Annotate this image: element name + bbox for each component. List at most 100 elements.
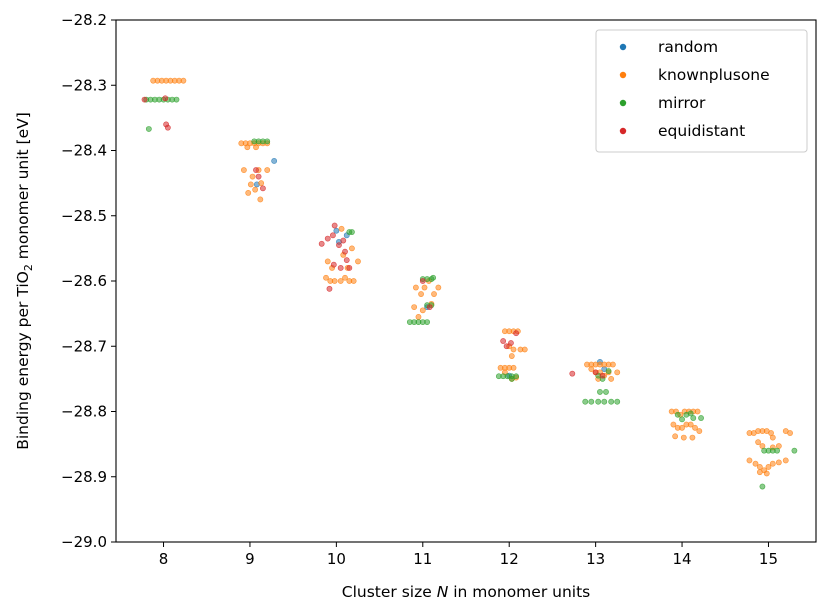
x-tick-label-11: 11 [413,550,432,568]
point-knownplusone-44 [431,291,437,297]
x-tick-label-9: 9 [245,550,255,568]
point-mirror-33 [588,398,595,405]
y-axis-label: Binding energy per TiO2 monomer unit [eV… [14,112,35,450]
point-equidistant-18 [326,285,333,292]
point-mirror-19 [424,319,431,326]
point-equidistant-11 [336,242,342,249]
point-equidistant-1 [162,95,169,102]
point-mirror-43 [674,411,681,418]
point-knownplusone-111 [746,457,753,464]
point-equidistant-3 [164,124,171,131]
point-equidistant-20 [426,304,433,310]
point-knownplusone-38 [349,245,355,252]
legend-marker-equidistant [619,127,627,135]
x-axis-label-part-3: in monomer units [448,583,590,601]
point-equidistant-15 [346,265,353,271]
point-knownplusone-117 [775,459,782,466]
point-knownplusone-23 [245,190,252,196]
point-knownplusone-80 [614,369,621,376]
point-knownplusone-46 [411,304,418,310]
x-axis-label-part-1: Cluster size [342,583,437,601]
point-equidistant-7 [318,240,325,247]
point-knownplusone-39 [338,225,345,232]
y-tick-label-6: −28.8 [61,403,107,421]
point-knownplusone-55 [510,346,517,353]
point-knownplusone-29 [337,278,344,284]
legend-label-knownplusone: knownplusone [658,66,770,84]
point-knownplusone-58 [508,353,515,359]
point-mirror-36 [608,398,615,405]
point-knownplusone-15 [244,144,251,151]
point-knownplusone-93 [692,424,698,431]
point-knownplusone-116 [769,460,776,467]
point-knownplusone-87 [694,408,701,415]
point-knownplusone-45 [435,284,442,291]
point-mirror-8 [145,126,152,132]
point-equidistant-6 [260,185,266,192]
point-mirror-38 [597,389,603,395]
point-equidistant-24 [513,330,520,337]
point-knownplusone-115 [765,464,772,470]
point-equidistant-14 [343,257,350,264]
point-knownplusone-32 [350,278,357,284]
point-knownplusone-25 [264,167,271,173]
x-tick-label-12: 12 [500,550,519,568]
point-knownplusone-90 [679,424,685,431]
legend-marker-mirror [619,99,627,107]
point-equidistant-17 [337,265,344,271]
point-equidistant-9 [330,232,336,239]
point-knownplusone-40 [412,284,419,291]
point-mirror-46 [690,415,697,421]
point-equidistant-27 [599,372,606,379]
point-mirror-14 [349,229,355,235]
point-mirror-42 [605,368,612,374]
point-mirror-32 [582,398,589,405]
point-equidistant-22 [503,343,510,350]
point-knownplusone-26 [323,274,329,281]
point-equidistant-10 [331,222,338,229]
point-knownplusone-47 [415,313,422,320]
point-mirror-35 [601,398,608,405]
point-equidistant-13 [342,248,348,255]
point-knownplusone-96 [680,434,687,441]
point-knownplusone-17 [240,167,247,173]
point-equidistant-25 [569,370,576,377]
point-mirror-39 [603,389,609,395]
point-knownplusone-72 [610,361,616,368]
points-layer [141,77,798,490]
x-tick-label-13: 13 [586,550,605,568]
x-axis-label: Cluster size N in monomer units [342,583,590,601]
point-equidistant-4 [253,167,259,173]
point-knownplusone-105 [787,430,793,436]
point-mirror-12 [264,138,271,145]
point-knownplusone-30 [342,274,348,281]
point-mirror-53 [791,447,798,454]
y-tick-label-4: −28.6 [61,272,107,290]
point-mirror-37 [614,398,621,405]
point-knownplusone-16 [253,144,259,151]
point-equidistant-26 [592,369,599,376]
point-knownplusone-33 [324,258,331,265]
point-equidistant-12 [340,237,347,244]
point-mirror-45 [687,410,694,417]
point-knownplusone-22 [252,186,259,193]
point-knownplusone-18 [249,173,256,180]
point-equidistant-23 [508,340,514,346]
point-equidistant-5 [255,173,262,180]
point-equidistant-16 [330,261,337,268]
y-ticks: −28.2 −28.3 −28.4 −28.5 −28.6 −28.7 −28.8 −28.9… [61,11,116,551]
point-equidistant-21 [500,338,507,344]
point-knownplusone-21 [247,181,254,188]
point-knownplusone-24 [257,196,264,203]
legend-label-random: random [658,38,718,56]
point-knownplusone-110 [769,434,776,441]
point-mirror-23 [430,274,437,281]
point-knownplusone-37 [355,258,361,265]
point-mirror-7 [173,96,180,103]
point-mirror-48 [679,416,685,423]
point-knownplusone-88 [670,421,677,428]
point-knownplusone-7 [180,77,187,84]
x-ticks: 8 9 10 11 12 13 14 15 [159,542,778,568]
legend: random knownplusone mirror equidistant [595,29,808,153]
